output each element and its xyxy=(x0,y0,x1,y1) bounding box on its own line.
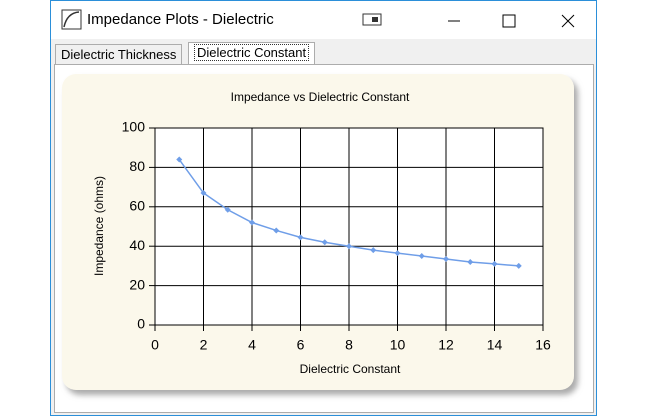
x-tick-label: 4 xyxy=(248,337,256,353)
data-point xyxy=(249,219,255,226)
app-icon xyxy=(61,9,82,30)
x-axis-label: Dielectric Constant xyxy=(300,362,401,376)
x-tick-label: 16 xyxy=(535,337,551,353)
x-tick-label: 2 xyxy=(200,337,208,353)
x-tick-label: 6 xyxy=(297,337,305,353)
minimize-button[interactable] xyxy=(447,14,461,28)
x-tick-label: 10 xyxy=(390,337,406,353)
x-tick-label: 0 xyxy=(151,337,159,353)
y-tick-label: 40 xyxy=(129,237,145,253)
chart-title: Impedance vs Dielectric Constant xyxy=(231,90,410,104)
close-button[interactable] xyxy=(561,14,575,28)
title-bar: Impedance Plots - Dielectric xyxy=(51,1,596,39)
data-point xyxy=(346,243,352,250)
x-tick-label: 12 xyxy=(438,337,454,353)
y-tick-label: 0 xyxy=(137,316,145,332)
x-tick-label: 8 xyxy=(345,337,353,353)
y-tick-label: 20 xyxy=(129,276,145,292)
y-tick-label: 100 xyxy=(122,119,146,135)
data-point xyxy=(224,206,231,213)
data-point xyxy=(467,258,474,265)
x-tick-label: 14 xyxy=(487,337,503,353)
data-point xyxy=(176,156,183,163)
data-point xyxy=(418,253,425,260)
tab-selected[interactable]: Dielectric Constant xyxy=(188,42,316,65)
restore-icon[interactable] xyxy=(362,13,382,27)
maximize-button[interactable] xyxy=(502,14,516,28)
data-point xyxy=(273,227,280,234)
y-axis-label: Impedance (ohms) xyxy=(92,176,106,276)
data-point xyxy=(370,247,377,254)
data-point xyxy=(515,262,522,269)
window-title: Impedance Plots - Dielectric xyxy=(87,11,274,28)
tab-label: Dielectric Constant xyxy=(194,44,310,61)
data-point xyxy=(200,190,207,197)
tab[interactable]: Dielectric Thickness xyxy=(55,44,183,66)
data-point xyxy=(443,256,449,263)
y-tick-label: 60 xyxy=(129,198,145,214)
data-point xyxy=(297,234,304,241)
y-tick-label: 80 xyxy=(129,158,145,174)
data-point xyxy=(491,260,498,267)
data-point xyxy=(321,239,328,246)
data-point xyxy=(394,250,401,257)
